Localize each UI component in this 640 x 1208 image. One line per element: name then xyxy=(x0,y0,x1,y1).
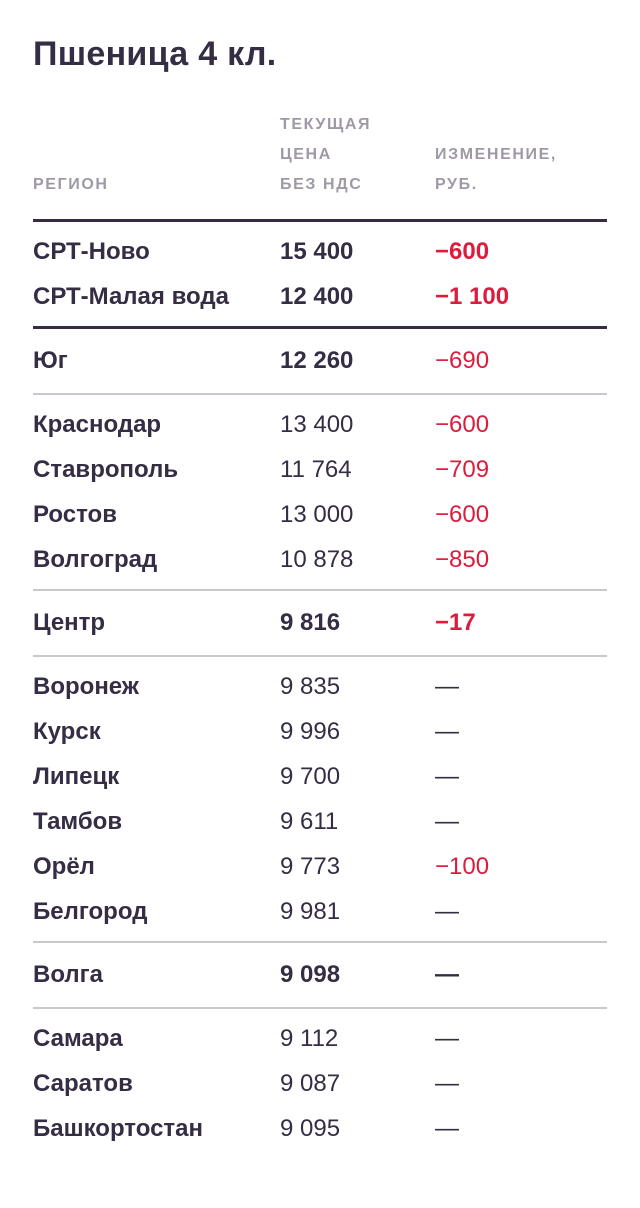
region-name: СРТ-Ново xyxy=(33,237,150,265)
change-value: — xyxy=(435,1024,459,1052)
price-value: 9 816 xyxy=(280,609,341,636)
region-column-label: РЕГИОН xyxy=(33,176,109,193)
region-name: Башкортостан xyxy=(33,1114,204,1142)
section-divider xyxy=(33,393,607,395)
region-name: Волга xyxy=(33,961,103,988)
change-value: −17 xyxy=(435,609,476,636)
price-value: 9 700 xyxy=(280,762,341,790)
price-value: 9 773 xyxy=(280,852,341,880)
price-column-label: ТЕКУЩАЯ ЦЕНА БЕЗ НДС xyxy=(280,116,372,193)
price-value: 13 400 xyxy=(280,410,354,438)
table-row: Белгород 9 981 — xyxy=(33,889,607,934)
table-row: Орёл 9 773 −100 xyxy=(33,844,607,889)
table-row: Тамбов 9 611 — xyxy=(33,799,607,844)
change-column-label: ИЗМЕНЕНИЕ, РУБ. xyxy=(435,146,557,193)
table-row: Ростов 13 000 −600 xyxy=(33,492,607,537)
region-name: Липецк xyxy=(33,762,120,790)
change-value: — xyxy=(435,762,459,790)
change-value: −1 100 xyxy=(435,282,510,310)
price-value: 9 835 xyxy=(280,672,341,700)
region-name: Ставрополь xyxy=(33,455,179,483)
price-value: 11 764 xyxy=(280,455,352,483)
region-name: Волгоград xyxy=(33,545,158,573)
table-row: Башкортостан 9 095 — xyxy=(33,1106,607,1151)
change-value: — xyxy=(435,717,459,745)
change-value: −100 xyxy=(435,852,490,880)
region-name: Белгород xyxy=(33,897,148,925)
region-name: Ростов xyxy=(33,500,117,528)
region-name: Саратов xyxy=(33,1069,133,1097)
table-row: Ставрополь 11 764 −709 xyxy=(33,447,607,492)
section-divider xyxy=(33,655,607,657)
region-name: Юг xyxy=(33,347,68,374)
table-header: РЕГИОН ТЕКУЩАЯ ЦЕНА БЕЗ НДС ИЗМЕНЕНИЕ, Р… xyxy=(33,110,607,200)
table-row: Курск 9 996 — xyxy=(33,709,607,754)
change-value: −600 xyxy=(435,237,490,265)
region-name: Центр xyxy=(33,609,106,636)
table-row: СРТ-Малая вода 12 400 −1 100 xyxy=(33,274,607,319)
change-value: −850 xyxy=(435,545,490,573)
price-value: 10 878 xyxy=(280,545,354,573)
change-value: — xyxy=(435,807,459,835)
price-value: 9 996 xyxy=(280,717,341,745)
region-name: Самара xyxy=(33,1024,123,1052)
change-value: — xyxy=(435,1114,459,1142)
change-value: — xyxy=(435,1069,459,1097)
table-row: Краснодар 13 400 −600 xyxy=(33,402,607,447)
change-value: −600 xyxy=(435,500,490,528)
table-row: СРТ-Ново 15 400 −600 xyxy=(33,229,607,274)
table-row: Липецк 9 700 — xyxy=(33,754,607,799)
region-name: СРТ-Малая вода xyxy=(33,282,229,310)
table-body: СРТ-Ново 15 400 −600 СРТ-Малая вода 12 4… xyxy=(33,219,607,1151)
price-value: 9 981 xyxy=(280,897,341,925)
table-row: Волгоград 10 878 −850 xyxy=(33,537,607,582)
change-value: — xyxy=(435,672,459,700)
price-value: 9 098 xyxy=(280,961,341,988)
change-value: −600 xyxy=(435,410,490,438)
table-row: Юг 12 260 −690 xyxy=(33,336,607,386)
section-divider xyxy=(33,326,607,329)
price-value: 15 400 xyxy=(280,237,354,265)
page-title: Пшеница 4 кл. xyxy=(33,35,277,73)
section-divider xyxy=(33,1007,607,1009)
price-value: 9 087 xyxy=(280,1069,341,1097)
section-divider xyxy=(33,941,607,943)
region-name: Курск xyxy=(33,717,101,745)
change-value: −709 xyxy=(435,455,490,483)
section-divider xyxy=(33,219,607,222)
region-name: Орёл xyxy=(33,852,95,880)
section-divider xyxy=(33,589,607,591)
change-value: — xyxy=(435,897,459,925)
table-row: Волга 9 098 — xyxy=(33,950,607,1000)
region-name: Краснодар xyxy=(33,410,162,438)
price-value: 12 260 xyxy=(280,347,354,374)
table-row: Самара 9 112 — xyxy=(33,1016,607,1061)
table-row: Саратов 9 087 — xyxy=(33,1061,607,1106)
price-value: 12 400 xyxy=(280,282,354,310)
change-value: — xyxy=(435,961,459,988)
region-name: Воронеж xyxy=(33,672,139,700)
change-value: −690 xyxy=(435,347,490,374)
table-row: Воронеж 9 835 — xyxy=(33,664,607,709)
price-value: 9 112 xyxy=(280,1024,339,1052)
price-value: 9 611 xyxy=(280,807,339,835)
region-name: Тамбов xyxy=(33,807,123,835)
price-value: 9 095 xyxy=(280,1114,341,1142)
price-value: 13 000 xyxy=(280,500,354,528)
table-row: Центр 9 816 −17 xyxy=(33,598,607,648)
